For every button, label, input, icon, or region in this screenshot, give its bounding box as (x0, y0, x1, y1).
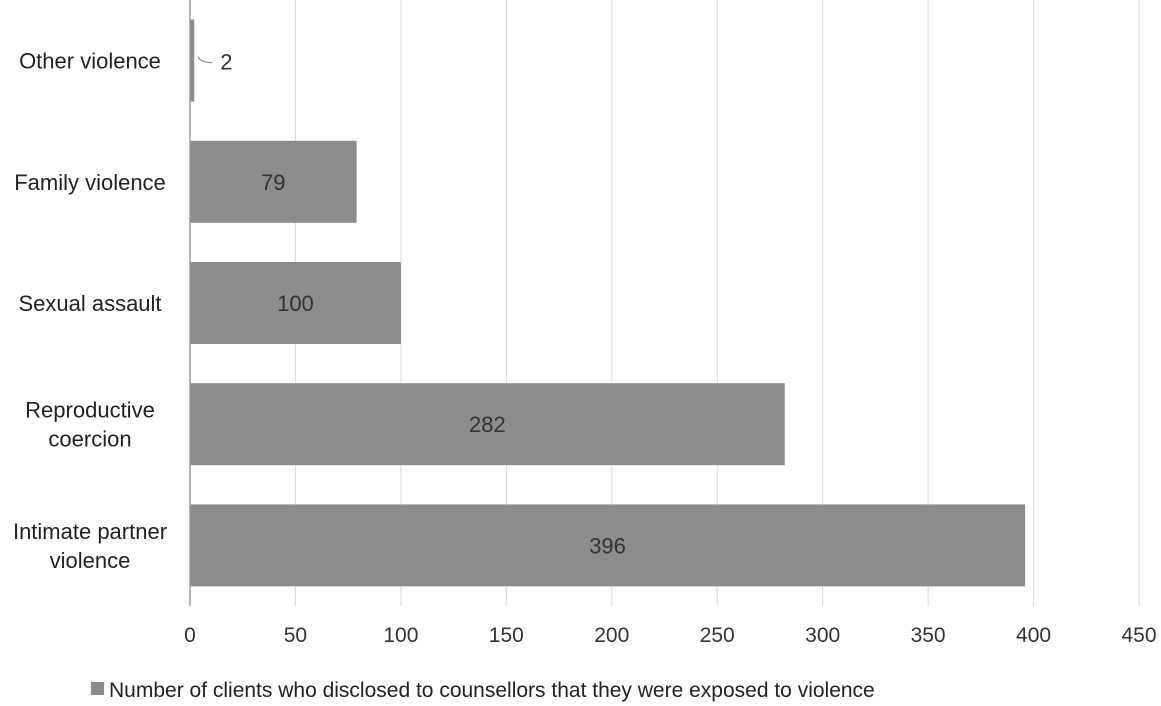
category-label: Other violence (19, 49, 161, 74)
bar (190, 140, 357, 223)
category-labels: Other violence Family violence Sexual assa… (13, 49, 167, 573)
category-label-line: Reproductive (25, 398, 155, 423)
legend-swatch (91, 682, 104, 695)
x-tick-label: 200 (594, 624, 629, 647)
x-tick-label: 450 (1121, 624, 1156, 647)
bars-layer (190, 19, 1026, 587)
x-tick-label: 250 (700, 624, 735, 647)
category-label: Family violence (14, 170, 166, 195)
data-label: 2 (220, 50, 232, 75)
data-label: 79 (261, 170, 285, 195)
category-label: Sexual assault (18, 291, 161, 316)
category-label-line: Family violence (14, 170, 166, 195)
x-tick-label: 100 (383, 624, 418, 647)
x-tick-label: 150 (489, 624, 524, 647)
data-label: 282 (469, 412, 506, 437)
category-label: Intimate partner violence (13, 519, 167, 573)
category-label-line: Sexual assault (18, 291, 161, 316)
data-label-leader (197, 56, 213, 64)
bar (190, 262, 401, 344)
x-tick-label: 400 (1016, 624, 1051, 647)
category-label-line: coercion (48, 427, 131, 452)
bar (190, 19, 195, 102)
x-tick-label: 50 (284, 624, 307, 647)
category-label: Reproductive coercion (25, 398, 155, 452)
data-labels: 2 79 100 282 396 (197, 50, 626, 558)
data-label: 100 (277, 291, 314, 316)
x-tick-label: 300 (805, 624, 840, 647)
x-tick-label: 350 (911, 624, 946, 647)
category-label-line: Intimate partner (13, 519, 167, 544)
x-tick-labels: 0 50 100 150 200 250 300 350 400 450 (184, 624, 1156, 647)
legend-label: Number of clients who disclosed to couns… (109, 679, 875, 702)
data-label: 396 (589, 533, 626, 558)
bar (190, 383, 785, 466)
x-tick-label: 0 (184, 624, 196, 647)
bar (190, 504, 1026, 587)
legend: Number of clients who disclosed to couns… (91, 679, 875, 702)
category-label-line: Other violence (19, 49, 161, 74)
grid-layer (294, 0, 1140, 606)
category-label-line: violence (50, 548, 131, 573)
